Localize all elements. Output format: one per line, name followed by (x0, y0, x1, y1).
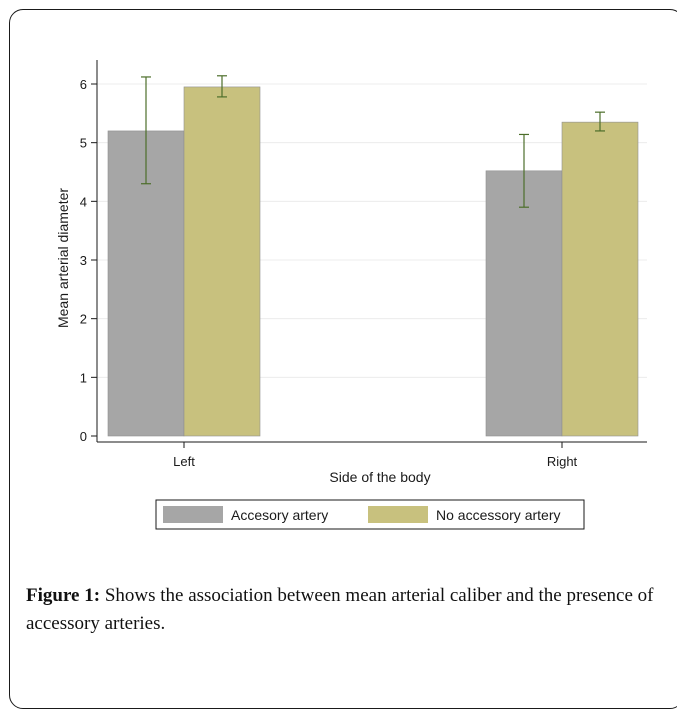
x-tick-label: Right (547, 454, 578, 469)
legend-swatch-accessory (163, 506, 223, 523)
y-tick-label: 1 (80, 370, 87, 385)
y-tick-label: 5 (80, 136, 87, 151)
x-axis: Left Right (97, 441, 647, 469)
y-tick-label: 0 (80, 429, 87, 444)
bars (107, 86, 639, 437)
legend-label-no-accessory: No accessory artery (436, 507, 560, 523)
bar (561, 121, 639, 437)
y-tick-label: 2 (80, 312, 87, 327)
x-axis-title: Side of the body (329, 469, 430, 485)
x-tick-label: Left (173, 454, 195, 469)
figure-caption: Figure 1: Shows the association between … (26, 582, 666, 638)
y-axis: 0 1 2 3 4 5 6 (80, 60, 98, 444)
y-tick-label: 6 (80, 77, 87, 92)
caption-text: Shows the association between mean arter… (26, 585, 654, 634)
bar (183, 86, 261, 437)
y-tick-label: 4 (80, 194, 87, 209)
legend-label-accessory: Accesory artery (231, 507, 328, 523)
error-bars (141, 75, 605, 208)
y-tick-label: 3 (80, 253, 87, 268)
legend: Accesory artery No accessory artery (155, 499, 585, 530)
caption-label: Figure 1: (26, 585, 101, 606)
y-axis-title: Mean arterial diameter (55, 188, 71, 328)
legend-swatch-no-accessory (368, 506, 428, 523)
bar-chart: 0 1 2 3 4 5 6 Left Right Mean arterial diameter… (55, 60, 647, 530)
bar (485, 170, 563, 437)
